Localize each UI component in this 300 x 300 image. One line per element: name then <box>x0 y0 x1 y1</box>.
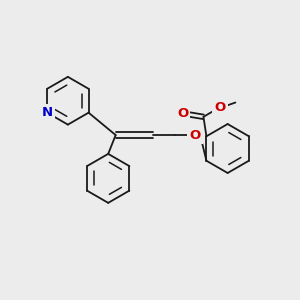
Text: O: O <box>177 107 188 120</box>
Text: O: O <box>189 129 200 142</box>
Text: N: N <box>42 106 53 119</box>
Text: O: O <box>214 101 226 114</box>
